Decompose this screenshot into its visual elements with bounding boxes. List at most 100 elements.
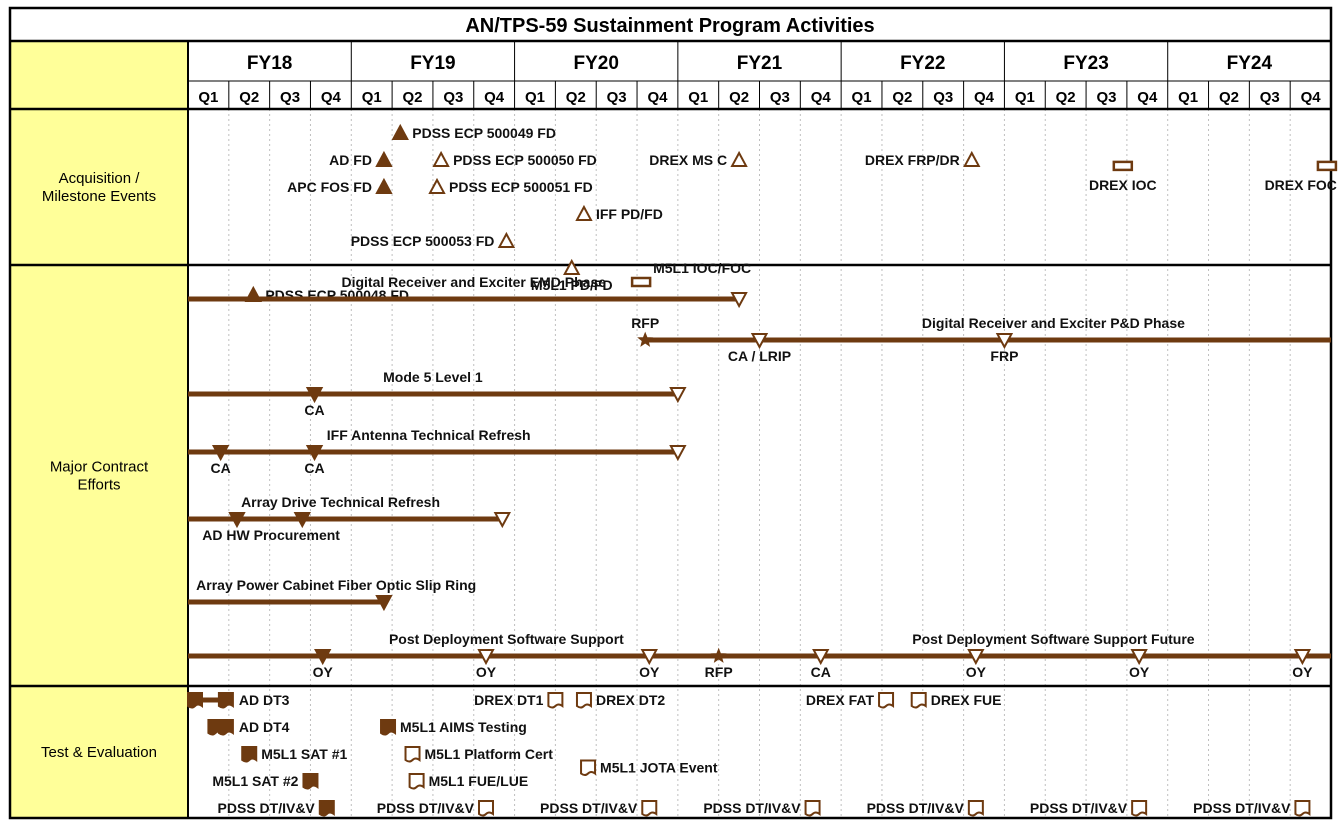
test-event-marker — [910, 692, 927, 709]
test-event-marker — [302, 773, 319, 790]
milestone-marker — [375, 177, 393, 194]
quarter-label: Q4 — [647, 89, 668, 106]
quarter-label: Q3 — [280, 89, 300, 106]
effort-milestone-label: OY — [966, 664, 987, 680]
test-event-marker — [241, 746, 258, 763]
milestone-marker — [1112, 160, 1134, 172]
effort-note: AD HW Procurement — [202, 527, 340, 543]
effort-milestone-marker — [1293, 649, 1312, 666]
milestone-marker — [575, 204, 593, 221]
test-event-marker — [804, 800, 821, 817]
test-event-label: M5L1 JOTA Event — [600, 760, 718, 776]
milestone-label: AD FD — [329, 152, 372, 168]
effort-milestone-label: FRP — [990, 348, 1018, 364]
chart-frame — [8, 6, 1333, 820]
milestone-label: M5L1 IOC/FOC — [653, 260, 751, 276]
fiscal-year-label: FY22 — [900, 53, 945, 74]
section-label: Efforts — [77, 477, 120, 494]
effort-milestone-marker — [750, 333, 769, 350]
effort-milestone-marker — [305, 445, 324, 462]
quarter-label: Q3 — [443, 89, 463, 106]
test-event-marker — [318, 800, 335, 817]
section-label: Milestone Events — [42, 188, 156, 205]
test-event-label: PDSS DT/IV&V — [867, 800, 965, 816]
quarter-label: Q2 — [729, 89, 749, 106]
effort-milestone-marker — [477, 649, 495, 666]
effort-milestone-marker — [637, 331, 654, 347]
test-event-label: PDSS DT/IV&V — [377, 800, 475, 816]
quarter-label: Q1 — [852, 89, 872, 106]
chart-title: AN/TPS-59 Sustainment Program Activities — [465, 15, 874, 37]
test-event-marker — [575, 692, 592, 709]
test-event-marker — [878, 692, 895, 709]
test-event-label: PDSS DT/IV&V — [218, 800, 316, 816]
effort-milestone-marker — [211, 445, 230, 462]
effort-milestone-label: CA — [211, 460, 231, 476]
milestone-label: DREX FRP/DR — [865, 152, 960, 168]
milestone-label: PDSS ECP 500053 FD — [351, 233, 495, 249]
milestone-marker — [963, 150, 981, 167]
effort-milestone-label: RFP — [705, 664, 733, 680]
effort-title: IFF Antenna Technical Refresh — [327, 427, 531, 443]
test-event-label: DREX DT2 — [596, 692, 665, 708]
test-event-marker — [967, 800, 984, 817]
effort-milestone-label: OY — [313, 664, 334, 680]
test-event-label: M5L1 AIMS Testing — [400, 719, 527, 735]
fiscal-year-label: FY18 — [247, 53, 292, 74]
quarter-label: Q4 — [484, 89, 505, 106]
test-event-marker — [641, 800, 658, 817]
quarter-label: Q2 — [892, 89, 912, 106]
effort-milestone-marker — [293, 512, 311, 529]
test-event-marker — [404, 746, 421, 763]
milestone-marker — [630, 276, 652, 288]
milestone-marker — [432, 150, 450, 167]
quarter-label: Q4 — [974, 89, 995, 106]
test-event-marker — [408, 773, 425, 790]
effort-title: Array Power Cabinet Fiber Optic Slip Rin… — [196, 577, 476, 593]
quarter-label: Q2 — [1056, 89, 1076, 106]
effort-milestone-label: OY — [1292, 664, 1313, 680]
quarter-label: Q2 — [1219, 89, 1239, 106]
milestone-label: DREX IOC — [1089, 177, 1157, 193]
quarter-label: Q3 — [933, 89, 953, 106]
milestone-marker — [730, 150, 748, 167]
milestone-label: DREX FOC — [1265, 177, 1337, 193]
fiscal-year-label: FY20 — [574, 53, 619, 74]
fiscal-year-label: FY19 — [410, 53, 455, 74]
test-event-label: AD DT3 — [239, 692, 290, 708]
test-event-label: DREX FAT — [806, 692, 875, 708]
effort-milestone-marker — [812, 649, 830, 666]
effort-title: Digital Receiver and Exciter EMD Phase — [341, 274, 606, 290]
test-event-marker — [380, 719, 397, 736]
effort-milestone-label: CA / LRIP — [728, 348, 791, 364]
effort-title: Array Drive Technical Refresh — [241, 494, 440, 510]
milestone-marker — [563, 258, 581, 275]
effort-milestone-label: CA — [811, 664, 831, 680]
quarter-label: Q4 — [811, 89, 832, 106]
quarter-label: Q2 — [566, 89, 586, 106]
quarter-label: Q1 — [525, 89, 545, 106]
quarter-label: Q2 — [403, 89, 423, 106]
header-corner-fill — [10, 41, 188, 109]
quarter-label: Q3 — [607, 89, 627, 106]
test-event-marker — [1294, 800, 1311, 817]
quarter-label: Q1 — [1178, 89, 1198, 106]
effort-milestone-marker — [710, 647, 727, 663]
test-event-label: M5L1 SAT #1 — [261, 746, 347, 762]
quarter-label: Q4 — [1137, 89, 1158, 106]
quarter-label: Q3 — [1096, 89, 1116, 106]
effort-milestone-label: CA — [304, 402, 324, 418]
effort-milestone-marker — [995, 333, 1014, 350]
effort-milestone-label: CA — [304, 460, 324, 476]
quarter-label: Q3 — [1260, 89, 1280, 106]
effort-milestone-marker — [967, 649, 985, 666]
effort-milestone-marker — [375, 595, 393, 612]
quarter-label: Q4 — [1301, 89, 1322, 106]
milestone-marker — [1316, 160, 1338, 172]
milestone-marker — [428, 177, 446, 194]
milestone-label: PDSS ECP 500050 FD — [453, 152, 597, 168]
quarter-label: Q1 — [198, 89, 218, 106]
milestone-marker — [497, 231, 516, 248]
test-event-label: M5L1 SAT #2 — [212, 773, 298, 789]
effort-milestone-label: RFP — [631, 315, 659, 331]
